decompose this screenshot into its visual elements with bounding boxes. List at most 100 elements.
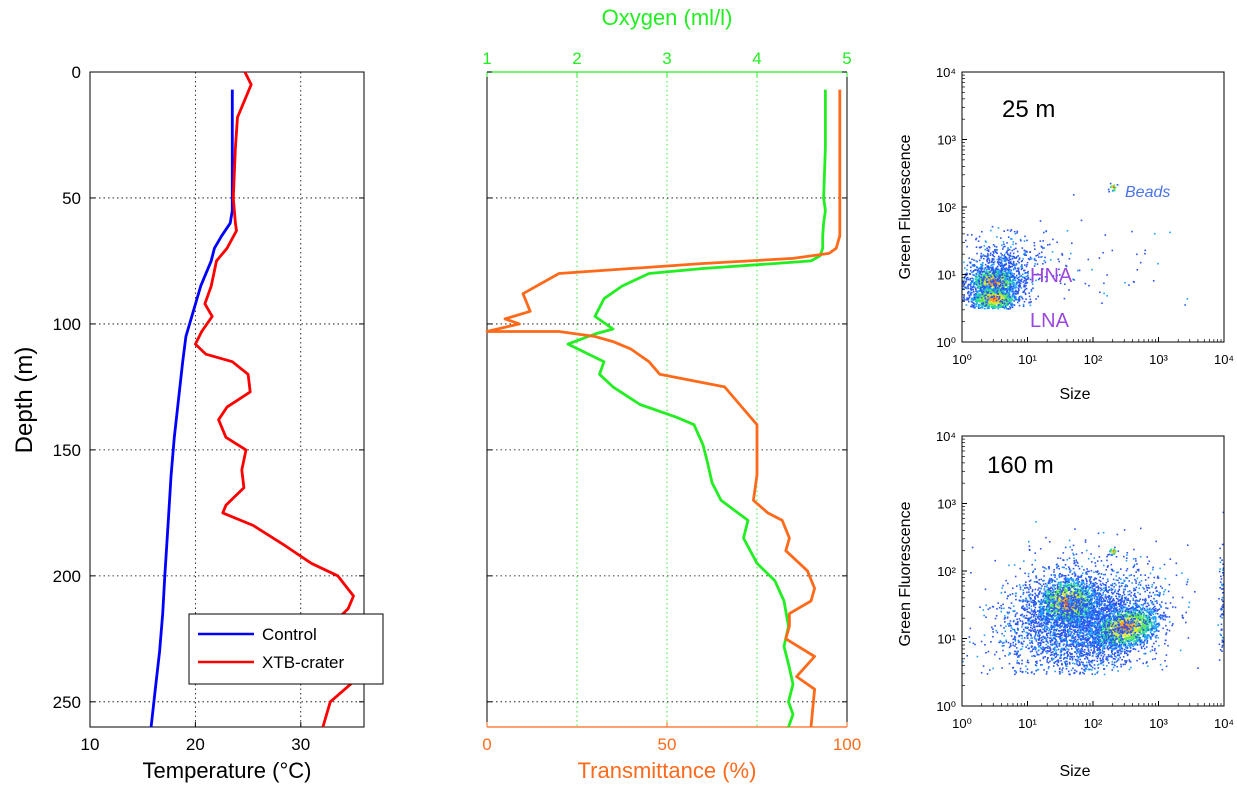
cytogram-event: [978, 277, 981, 279]
cytogram-event: [1050, 579, 1052, 581]
cytogram-event: [980, 257, 982, 259]
cytogram-event: [995, 294, 998, 296]
cytogram-event: [1103, 628, 1105, 631]
cytogram-event: [1015, 285, 1017, 287]
cytogram-event: [1072, 194, 1075, 196]
cytogram-event: [1022, 305, 1025, 308]
cytogram-event: [1012, 288, 1015, 290]
cytogram-event: [1010, 288, 1012, 290]
cytogram-event: [985, 281, 988, 283]
cytogram-event: [1144, 627, 1146, 630]
cytogram-event: [966, 234, 969, 236]
cytogram-event: [980, 285, 983, 288]
cytogram-event: [988, 307, 990, 310]
cytogram-event: [1020, 239, 1022, 242]
cytogram-event: [989, 286, 991, 288]
cytogram-event: [1000, 269, 1003, 272]
cytogram-event: [1004, 301, 1007, 304]
cytogram-event: [1008, 297, 1011, 299]
cytogram-event: [1134, 643, 1137, 646]
cytogram-event: [999, 306, 1001, 308]
cytogram-event: [1073, 584, 1075, 587]
cytogram-event: [981, 286, 984, 289]
cytogram-event: [966, 264, 969, 267]
cytogram-event: [998, 303, 1001, 306]
cytogram-event: [1032, 620, 1035, 622]
cytogram-event: [971, 301, 973, 303]
cytogram-event: [1058, 260, 1060, 263]
cytogram-event: [972, 288, 974, 291]
cytogram-event: [1016, 250, 1019, 253]
cytogram-event: [973, 303, 976, 305]
cytogram-event: [1022, 291, 1025, 293]
cytogram-event: [1056, 274, 1058, 277]
cytogram-event: [969, 291, 971, 293]
cytogram-event: [1011, 257, 1014, 260]
cytogram-event: [1057, 588, 1060, 591]
cytogram-event: [987, 290, 990, 292]
cytogram-event: [1045, 230, 1047, 232]
cytogram-event: [1107, 188, 1110, 191]
cytogram-event: [1009, 302, 1011, 304]
cytogram-event: [1040, 615, 1042, 618]
cytogram-event: [1062, 574, 1064, 577]
cytogram-event: [965, 239, 967, 242]
cytogram-event: [966, 298, 968, 301]
cytogram-event: [978, 259, 981, 262]
cytogram-event: [1087, 589, 1090, 591]
cytogram-event: [1011, 288, 1014, 290]
cytogram-event: [1002, 295, 1005, 297]
cytogram-event: [1023, 279, 1026, 282]
cytogram-event: [993, 261, 995, 264]
cytogram-event: [1010, 261, 1012, 263]
cytogram-event: [1041, 251, 1043, 254]
cytogram-event: [1015, 264, 1018, 266]
cytogram-event: [962, 288, 964, 290]
cytogram-event: [989, 271, 992, 273]
cytogram-event: [986, 256, 988, 258]
cytogram-event: [992, 266, 994, 268]
cytogram-event: [1095, 639, 1097, 642]
cytogram-event: [1038, 587, 1040, 589]
cytogram-event: [999, 300, 1002, 302]
cytogram-event: [1073, 583, 1076, 586]
cytogram-event: [1135, 638, 1138, 641]
cytogram-event: [979, 304, 981, 306]
cytogram-event: [996, 249, 998, 251]
cytogram-event: [997, 283, 999, 286]
cytogram-event: [1153, 628, 1155, 630]
cytogram-event: [1068, 611, 1071, 613]
temperature-axis-label: Temperature (°C): [143, 758, 312, 783]
cytogram-event: [1003, 275, 1005, 277]
cytogram-event: [1013, 248, 1015, 251]
oxygen-tick-label: 5: [842, 49, 851, 68]
cytogram-event: [1119, 649, 1122, 651]
cytogram-event: [1048, 593, 1051, 596]
cytogram-event: [1009, 286, 1011, 288]
cytogram-event: [1068, 579, 1071, 582]
cytogram-event: [1088, 587, 1091, 589]
cytogram-event: [1021, 266, 1023, 268]
cytogram-event: [1077, 595, 1080, 598]
cytogram-event: [1114, 609, 1116, 612]
cytogram-event: [1140, 646, 1143, 648]
cytogram-event: [982, 262, 984, 264]
cytogram-event: [1033, 258, 1036, 261]
cytogram-event: [1127, 634, 1129, 636]
cytogram-event: [1003, 253, 1006, 256]
cytogram-event: [996, 298, 999, 300]
cytogram-event: [1132, 280, 1135, 283]
cytogram-event: [1145, 635, 1147, 638]
cytogram-event: [1000, 261, 1003, 264]
cytogram-event: [1084, 282, 1087, 285]
cytogram-event: [1081, 596, 1084, 598]
cytogram-event: [1008, 254, 1010, 256]
cytogram-x-tick-label: 10³: [1149, 352, 1168, 367]
cytogram-event: [980, 246, 983, 248]
cytogram-event: [1123, 642, 1126, 645]
cytogram-event: [1085, 615, 1087, 618]
cytogram-event: [1064, 601, 1067, 603]
cytogram-event: [978, 283, 981, 285]
cytogram-event: [1002, 301, 1005, 303]
control-line: [149, 89, 234, 728]
